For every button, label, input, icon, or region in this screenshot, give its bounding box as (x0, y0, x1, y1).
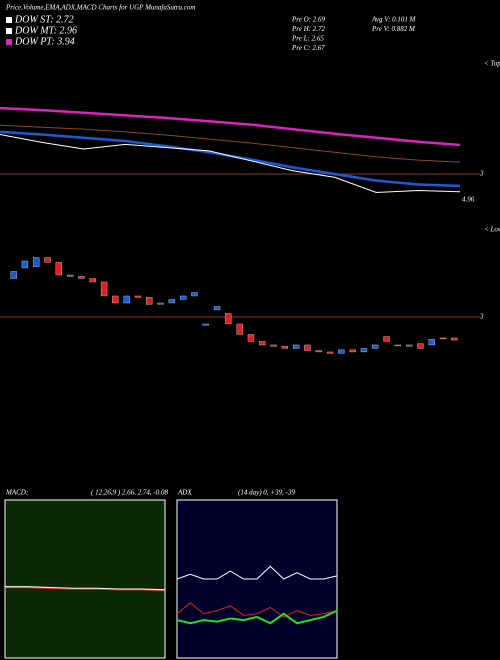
candle-body (134, 295, 142, 298)
candle-body (304, 344, 311, 351)
candle-body (67, 274, 74, 277)
candle-body (394, 344, 402, 347)
page-title: Price,Volume,EMA,ADX,MACD Charts for UGP… (5, 4, 195, 12)
candle-body (326, 351, 334, 354)
series-line (0, 124, 461, 163)
candle-body (428, 339, 435, 346)
series-line (5, 587, 166, 592)
candle-body (270, 344, 277, 347)
candle-body (213, 306, 221, 311)
annotation: < Topa (484, 60, 500, 68)
panel-subtitle: (14 day) 0, +39, -39 (238, 489, 295, 497)
candle-body (44, 257, 51, 263)
panel (4, 499, 166, 659)
candle-body (179, 295, 187, 300)
candle-body (338, 349, 345, 354)
series-line (176, 609, 338, 625)
candle-body (225, 313, 232, 325)
legend-label: DOW PT: 3.94 (14, 36, 75, 47)
legend-swatch (6, 39, 12, 45)
candle-body (21, 260, 29, 269)
candle-body (259, 341, 266, 346)
candle-body (439, 337, 447, 340)
legend-swatch (6, 28, 12, 34)
candle-body (281, 346, 289, 349)
candle-body (146, 297, 153, 305)
candle-body (112, 295, 119, 304)
series-line (0, 106, 461, 147)
legend-label: DOW ST: 2.72 (14, 14, 74, 25)
panel-title: MACD: (5, 489, 28, 497)
candle-body (123, 295, 130, 304)
stat: Pre L: 2.65 (291, 35, 324, 43)
panel-title: ADX (177, 489, 192, 497)
candle-body (405, 344, 413, 347)
candle-body (100, 281, 108, 297)
series-line (5, 586, 166, 591)
candle-body (247, 334, 255, 342)
candle-body (451, 337, 458, 341)
candle-body (10, 271, 17, 279)
panel-subtitle: ( 12,26,9 ) 2.66, 2.74, -0.08 (91, 489, 168, 497)
series-line (176, 565, 338, 580)
candle-body (292, 344, 300, 349)
candle-body (89, 278, 96, 283)
candle-body (168, 299, 176, 304)
candle-body (202, 323, 209, 326)
candle-body (349, 349, 356, 353)
legend-swatch (6, 17, 12, 23)
annotation: 4.96 (462, 196, 475, 204)
y-tick-label: 3 (479, 313, 484, 321)
stat: Avg V: 0.101 M (371, 16, 417, 24)
candle-body (55, 262, 62, 276)
candle-body (315, 350, 322, 353)
candle-body (157, 302, 164, 305)
series-line (176, 602, 338, 618)
candle-body (372, 344, 379, 349)
candle-body (33, 257, 40, 267)
candle-body (78, 276, 85, 279)
candle-body (236, 323, 243, 335)
candle-body (191, 292, 198, 297)
series-line (0, 133, 461, 193)
candle-body (383, 336, 390, 342)
annotation: < Lowe (484, 226, 500, 234)
y-tick-label: 3 (479, 170, 484, 178)
candle-body (360, 348, 368, 353)
stat: Pre O: 2.69 (291, 16, 325, 24)
legend-label: DOW MT: 2.96 (14, 25, 77, 36)
candle-body (417, 343, 424, 349)
stat: Pre H: 2.72 (291, 25, 325, 33)
stat: Pre C: 2.67 (291, 44, 325, 52)
stat: Pre V: 0.882 M (371, 25, 416, 33)
